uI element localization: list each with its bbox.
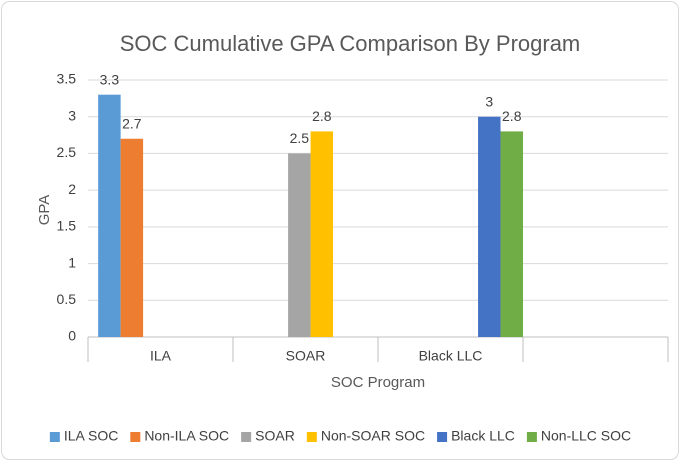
chart-frame (1, 1, 679, 460)
y-axis-label: GPA (36, 195, 53, 226)
legend-swatch (49, 432, 60, 442)
data-label: 3.3 (100, 71, 120, 87)
legend-label: ILA SOC (64, 428, 118, 444)
legend-label: Non-ILA SOC (144, 428, 229, 444)
bar (478, 116, 501, 337)
bar (500, 131, 523, 337)
data-label: 2.7 (122, 115, 142, 131)
y-tick-label: 1 (68, 254, 76, 270)
legend-swatch (526, 432, 537, 442)
y-tick-label: 3.5 (57, 71, 77, 87)
bar (288, 153, 311, 337)
y-tick-label: 0 (68, 328, 76, 344)
legend-label: SOAR (255, 428, 295, 444)
chart-title: SOC Cumulative GPA Comparison By Program (120, 31, 581, 56)
y-tick-label: 1.5 (57, 218, 77, 234)
legend-label: Black LLC (451, 428, 515, 444)
legend-swatch (437, 432, 448, 442)
legend-swatch (130, 432, 141, 442)
y-tick-label: 3 (68, 107, 76, 123)
data-label: 3 (485, 93, 493, 109)
y-tick-label: 0.5 (57, 291, 77, 307)
x-tick-label: SOAR (286, 348, 326, 364)
x-tick-label: Black LLC (419, 348, 483, 364)
y-tick-label: 2.5 (57, 144, 77, 160)
legend-swatch (306, 432, 317, 442)
legend-swatch (241, 432, 252, 442)
data-label: 2.5 (290, 130, 310, 146)
bar (98, 94, 121, 337)
legend-label: Non-LLC SOC (541, 428, 631, 444)
data-label: 2.8 (312, 108, 332, 124)
bar (120, 138, 144, 337)
legend-label: Non-SOAR SOC (321, 428, 425, 444)
x-axis-label: SOC Program (331, 374, 425, 391)
y-tick-label: 2 (68, 181, 76, 197)
x-tick-label: ILA (150, 348, 172, 364)
bar (310, 131, 334, 337)
data-label: 2.8 (502, 108, 522, 124)
